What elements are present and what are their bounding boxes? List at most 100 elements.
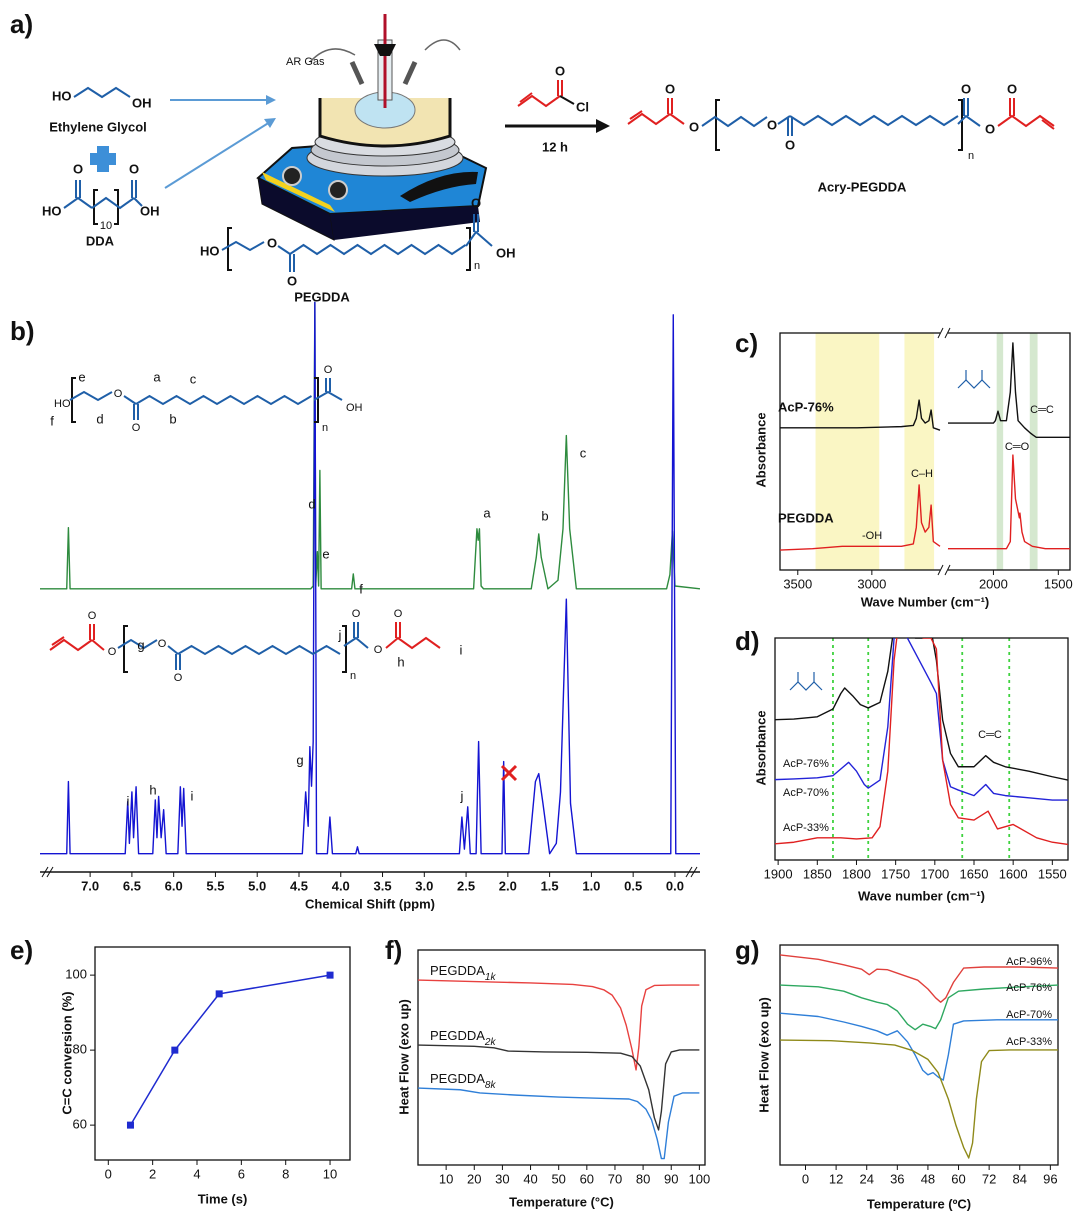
- x-tick-label: 60: [580, 1171, 594, 1186]
- annotation: C═C: [1030, 404, 1054, 416]
- series-label: PEGDDA8k: [430, 1071, 496, 1090]
- series-label: AcP-33%: [783, 822, 829, 834]
- atom: O: [324, 364, 333, 376]
- atom: O: [374, 644, 383, 656]
- peak-label: e: [322, 546, 329, 561]
- plot-frame: [94, 946, 351, 1161]
- bond: [1041, 119, 1055, 130]
- x-tick-label: 40: [523, 1171, 537, 1186]
- data-point: [215, 990, 223, 998]
- x-tick-label: 100: [689, 1171, 711, 1186]
- atom: O: [287, 273, 297, 288]
- bond: [69, 390, 113, 402]
- bond: [701, 115, 768, 128]
- repeat-count: 10: [100, 220, 112, 232]
- atom: OH: [346, 402, 363, 414]
- y-axis-label: Heat Flow (exo up): [756, 997, 771, 1113]
- peak-label: f: [359, 581, 363, 596]
- bond: [385, 636, 441, 650]
- bond: [777, 115, 791, 125]
- highlight-band: [815, 333, 880, 570]
- highlight-band: [996, 333, 1004, 570]
- atom: OH: [496, 245, 516, 260]
- atom: O: [158, 638, 167, 650]
- atom: Cl: [576, 99, 589, 114]
- site-label: g: [137, 637, 144, 652]
- x-tick-label: 4.5: [290, 878, 308, 893]
- atom: O: [352, 608, 361, 620]
- axis-break: [937, 327, 944, 339]
- highlight-band: [904, 333, 935, 570]
- x-tick-label: 7.0: [81, 878, 99, 893]
- x-tick-label: 2: [149, 1166, 156, 1181]
- x-tick-label: 1650: [960, 866, 989, 881]
- bond: [669, 113, 685, 125]
- bond: [789, 114, 959, 127]
- bond: [123, 395, 137, 405]
- x-tick-label: 1850: [803, 866, 832, 881]
- y-axis-label: Heat Flow (exo up): [396, 999, 411, 1115]
- x-tick-label: 84: [1013, 1171, 1027, 1186]
- x-tick-label: 96: [1043, 1171, 1057, 1186]
- bond: [167, 645, 179, 655]
- x-tick-label: 3.5: [373, 878, 391, 893]
- series-name: PEGDDA: [430, 963, 485, 978]
- condition: 12 h: [542, 139, 568, 154]
- atom: O: [267, 235, 277, 250]
- annotation: C–H: [911, 468, 933, 480]
- bond: [221, 240, 265, 252]
- x-tick-label: 0: [105, 1166, 112, 1181]
- data-point: [171, 1046, 179, 1054]
- series-subscript: 1k: [485, 972, 497, 983]
- bond: [91, 639, 105, 651]
- axis-break: [41, 866, 49, 878]
- y-axis-label: C=C conversion (%): [59, 991, 74, 1114]
- bond: [289, 243, 467, 256]
- bond: [342, 625, 347, 673]
- panel-label: d): [735, 626, 760, 656]
- x-axis-label: Wave Number (cm⁻¹): [861, 594, 989, 609]
- bond: [91, 196, 135, 210]
- series-label: AcP-76%: [783, 758, 829, 770]
- x-tick-label: 1.0: [582, 878, 600, 893]
- panel-label: e): [10, 935, 33, 965]
- atom: O: [129, 161, 139, 176]
- axis-break: [944, 564, 951, 576]
- bond: [997, 114, 1055, 128]
- annotation: -OH: [862, 530, 882, 542]
- series-line: [780, 454, 1070, 551]
- series-label: PEGDDA2k: [430, 1028, 496, 1047]
- series-line: [418, 1044, 700, 1131]
- series-line: [780, 954, 1058, 1003]
- x-tick-label: 1900: [764, 866, 793, 881]
- x-tick-label: 5.5: [206, 878, 224, 893]
- x-tick-label: 3.0: [415, 878, 433, 893]
- plot-frame: [779, 332, 1071, 571]
- atom: OH: [132, 95, 152, 110]
- bond: [49, 638, 93, 652]
- atom: O: [785, 137, 795, 152]
- bond: [63, 196, 93, 209]
- bond: [466, 227, 471, 271]
- site-label: h: [397, 654, 404, 669]
- x-tick-label: 1700: [920, 866, 949, 881]
- series-line: [40, 301, 700, 855]
- atom: O: [108, 646, 117, 658]
- peak-label: b: [541, 508, 548, 523]
- site-label: e: [78, 369, 85, 384]
- series-subscript: 8k: [485, 1080, 497, 1091]
- bond: [117, 638, 158, 650]
- x-tick-label: 70: [608, 1171, 622, 1186]
- panel-label: g): [735, 935, 760, 965]
- series-line: [775, 638, 1068, 781]
- series-label: AcP-70%: [783, 787, 829, 799]
- peak-label: a: [483, 505, 491, 520]
- bond: [519, 92, 533, 103]
- repeat-count: n: [322, 422, 328, 434]
- bond: [277, 245, 291, 255]
- series-line: [418, 1087, 700, 1160]
- bond: [789, 681, 823, 691]
- panel-label: b): [10, 316, 35, 346]
